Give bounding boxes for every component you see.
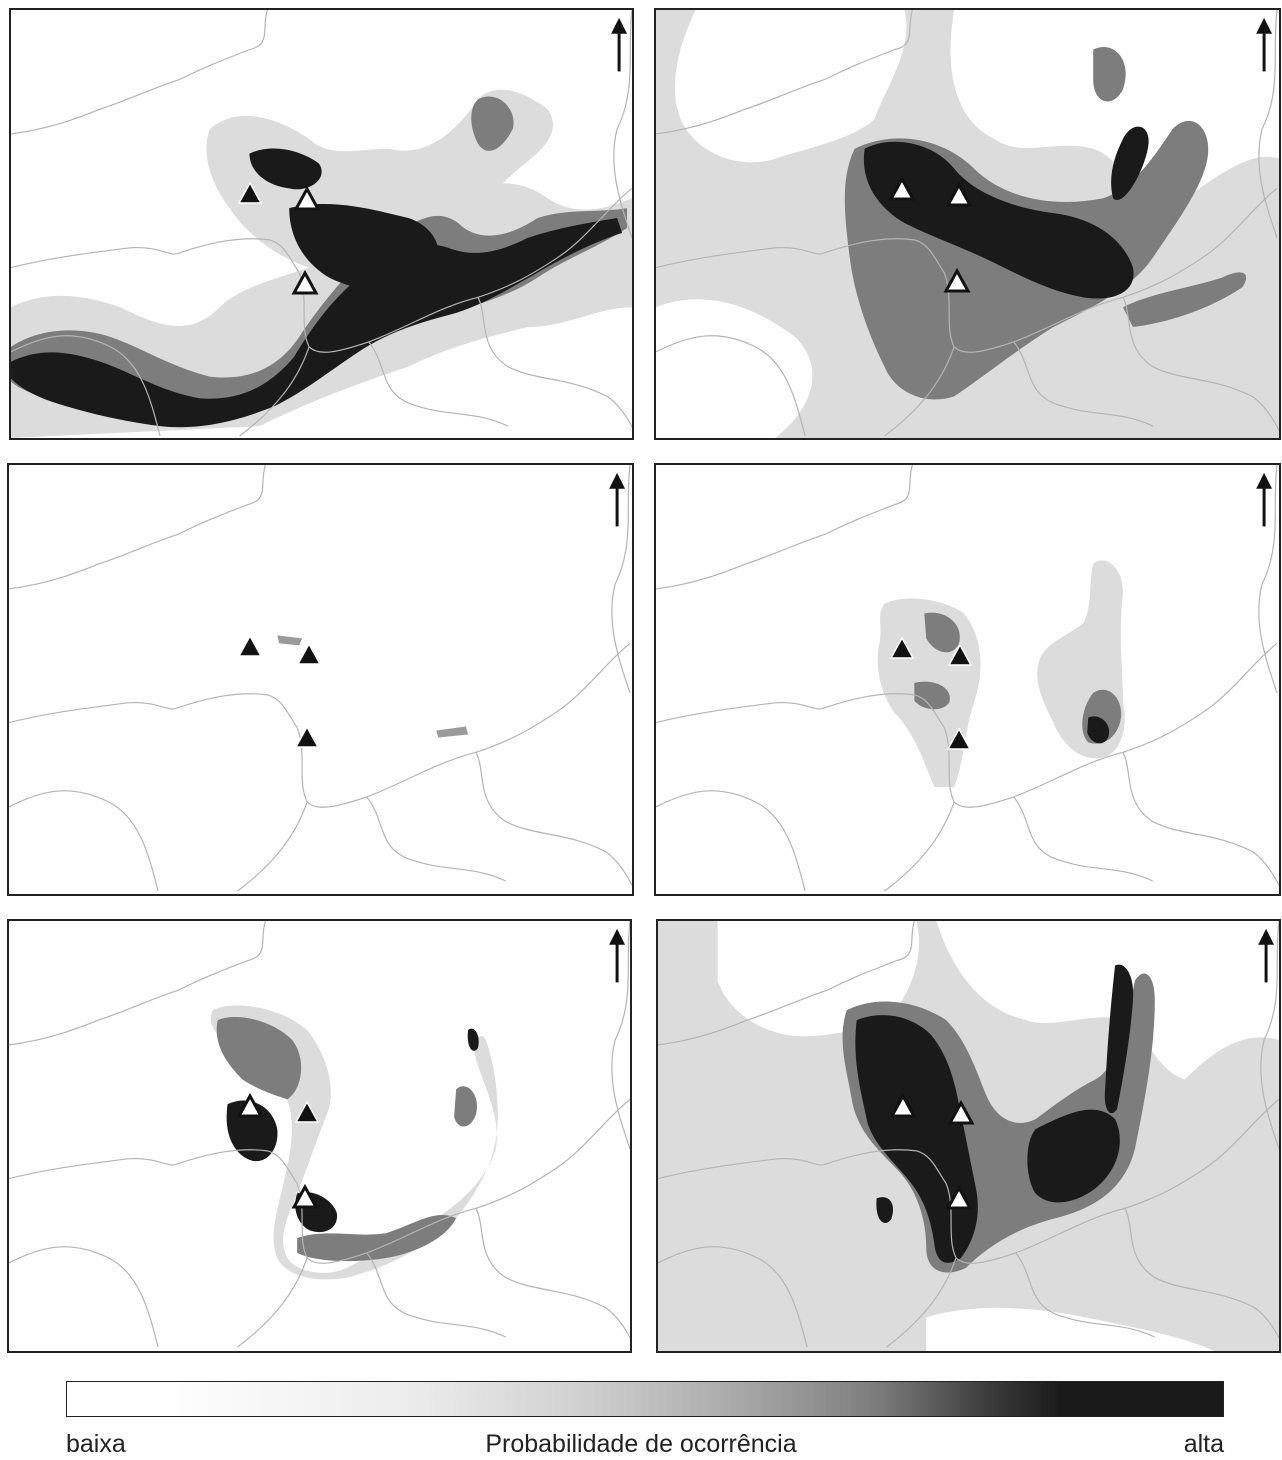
triangle-marker-icon — [888, 176, 916, 204]
map-panel-bottom-left — [7, 919, 632, 1353]
map-panel-bottom-right — [656, 919, 1281, 1353]
north-arrow-icon — [1258, 926, 1278, 986]
north-arrow-icon — [611, 15, 631, 75]
triangle-marker-icon — [236, 633, 264, 661]
north-arrow-icon — [609, 926, 629, 986]
triangle-marker-icon — [945, 1185, 973, 1213]
triangle-marker-icon — [945, 182, 973, 210]
legend-low-label: baixa — [66, 1430, 126, 1458]
triangle-marker-icon — [293, 1099, 321, 1127]
north-arrow-icon — [611, 470, 631, 530]
triangle-marker-icon — [945, 726, 973, 754]
map-panel-middle-left — [7, 463, 634, 896]
triangle-marker-icon — [236, 180, 264, 208]
map-panel-top-right — [654, 8, 1281, 440]
triangle-marker-icon — [943, 268, 971, 296]
probability-legend-bar — [66, 1381, 1224, 1417]
triangle-marker-icon — [236, 1093, 264, 1121]
triangle-marker-icon — [291, 270, 319, 298]
legend-high-label: alta — [1183, 1430, 1224, 1458]
north-arrow-icon — [1258, 15, 1278, 75]
map-panel-top-left — [9, 8, 634, 440]
triangle-marker-icon — [295, 641, 323, 669]
triangle-marker-icon — [293, 724, 321, 752]
legend-title: Probabilidade de ocorrência — [485, 1430, 797, 1458]
triangle-marker-icon — [888, 635, 916, 663]
triangle-marker-icon — [947, 1100, 975, 1128]
triangle-marker-icon — [889, 1093, 917, 1121]
triangle-marker-icon — [293, 186, 321, 214]
triangle-marker-icon — [291, 1184, 319, 1212]
triangle-marker-icon — [946, 642, 974, 670]
north-arrow-icon — [1258, 470, 1278, 530]
map-panel-middle-right — [654, 463, 1281, 896]
